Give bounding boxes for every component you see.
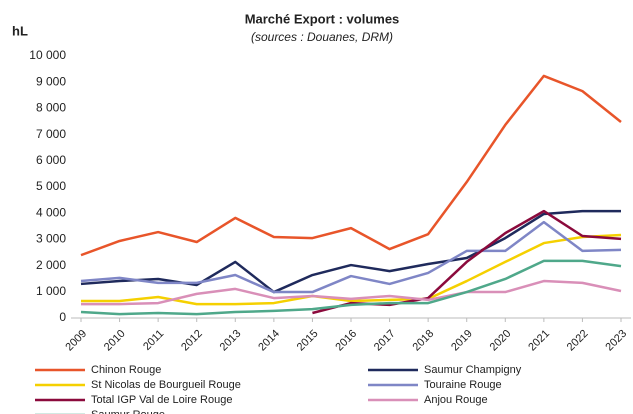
legend-label: Saumur Champigny bbox=[424, 364, 522, 376]
y-axis-label: hL bbox=[12, 23, 28, 38]
y-tick-label: 2 000 bbox=[36, 258, 66, 272]
x-tick-label: 2022 bbox=[565, 328, 591, 354]
x-tick-label: 2016 bbox=[333, 328, 359, 354]
legend-label: Saumur Rouge bbox=[91, 409, 165, 414]
x-tick-label: 2013 bbox=[218, 328, 244, 354]
chart-subtitle: (sources : Douanes, DRM) bbox=[251, 30, 393, 44]
y-tick-label: 0 bbox=[59, 310, 66, 324]
legend-label: Total IGP Val de Loire Rouge bbox=[91, 394, 232, 406]
y-tick-label: 3 000 bbox=[36, 232, 66, 246]
y-tick-label: 4 000 bbox=[36, 205, 66, 219]
x-tick-label: 2014 bbox=[256, 328, 282, 354]
x-tick-label: 2015 bbox=[295, 328, 321, 354]
x-tick-label: 2021 bbox=[526, 328, 552, 354]
legend-label: Anjou Rouge bbox=[424, 394, 488, 406]
x-tick-label: 2012 bbox=[179, 328, 205, 354]
y-tick-label: 5 000 bbox=[36, 179, 66, 193]
x-tick-label: 2020 bbox=[488, 328, 514, 354]
y-tick-label: 10 000 bbox=[29, 48, 66, 62]
legend-label: Chinon Rouge bbox=[91, 364, 161, 376]
legend-label: St Nicolas de Bourgueil Rouge bbox=[91, 379, 241, 391]
x-tick-label: 2018 bbox=[411, 328, 437, 354]
series-line bbox=[80, 259, 622, 316]
y-tick-label: 9 000 bbox=[36, 74, 66, 88]
x-tick-label: 2023 bbox=[603, 328, 629, 354]
x-tick-label: 2011 bbox=[141, 328, 166, 353]
y-tick-label: 6 000 bbox=[36, 153, 66, 167]
y-tick-label: 8 000 bbox=[36, 101, 66, 115]
series-line bbox=[80, 209, 621, 294]
x-tick-label: 2017 bbox=[372, 328, 398, 354]
legend-label: Touraine Rouge bbox=[424, 379, 502, 391]
x-tick-label: 2009 bbox=[63, 328, 89, 354]
series-line bbox=[81, 233, 622, 306]
chart-title: Marché Export : volumes bbox=[245, 11, 400, 26]
series-line bbox=[81, 279, 622, 306]
x-tick-label: 2010 bbox=[102, 328, 128, 354]
y-tick-label: 7 000 bbox=[36, 127, 66, 141]
series-line bbox=[80, 74, 622, 257]
series-line bbox=[80, 220, 622, 294]
x-tick-label: 2019 bbox=[449, 328, 475, 354]
y-tick-label: 1 000 bbox=[36, 284, 66, 298]
